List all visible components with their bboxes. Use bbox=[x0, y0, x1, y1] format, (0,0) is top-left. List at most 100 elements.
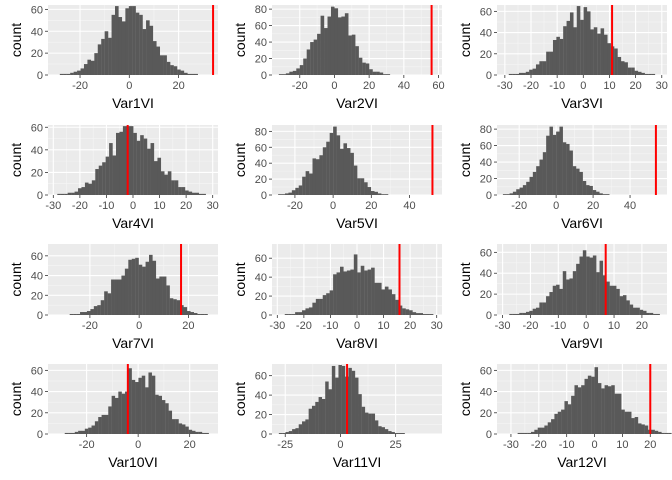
histogram-bar bbox=[64, 193, 68, 195]
histogram-bar bbox=[288, 314, 292, 315]
histogram-bar bbox=[609, 285, 614, 315]
histogram-bar bbox=[145, 387, 149, 434]
histogram-bar bbox=[532, 308, 537, 315]
histogram-bar bbox=[136, 140, 141, 195]
histogram-bar bbox=[597, 33, 601, 75]
histogram-bar bbox=[596, 272, 600, 315]
histogram-bar bbox=[76, 314, 81, 315]
histogram-bar bbox=[567, 404, 572, 434]
x-tick-label: -20 bbox=[82, 320, 98, 332]
histogram-panel-11: 0 20 40 60 -25 0 25 Var11VI count bbox=[232, 364, 442, 470]
y-axis-title: count bbox=[232, 382, 248, 416]
histogram-panel-1: 0 20 40 60 -20 0 20 Var1VI count bbox=[8, 4, 218, 111]
histogram-bar bbox=[282, 433, 286, 434]
histogram-bar bbox=[617, 56, 622, 75]
histogram-bar bbox=[278, 74, 283, 75]
histogram-bar bbox=[391, 432, 395, 434]
histogram-bar bbox=[566, 143, 570, 195]
x-tick-label: 0 bbox=[330, 200, 336, 212]
histogram-bar bbox=[81, 430, 85, 434]
histogram-bar bbox=[333, 126, 337, 195]
y-axis-title: count bbox=[232, 262, 248, 296]
histogram-bar bbox=[422, 314, 427, 315]
histogram-bar bbox=[569, 150, 573, 195]
y-tick-label: 20 bbox=[31, 408, 43, 420]
y-tick-label: 20 bbox=[31, 167, 43, 179]
histogram-bar bbox=[70, 72, 74, 75]
histogram-bar bbox=[409, 310, 413, 315]
histogram-bar bbox=[512, 73, 516, 75]
histogram-bar bbox=[204, 314, 208, 315]
histogram-bar bbox=[306, 49, 311, 75]
y-tick-label: 40 bbox=[480, 28, 492, 40]
histogram-bar bbox=[298, 312, 303, 315]
y-tick-label: 40 bbox=[31, 145, 43, 157]
histogram-bar bbox=[195, 192, 200, 195]
histogram-bar bbox=[156, 46, 161, 75]
x-tick-label: 20 bbox=[587, 200, 599, 212]
histogram-bar bbox=[315, 298, 320, 315]
histogram-bar bbox=[539, 159, 543, 195]
histogram-bar bbox=[381, 427, 385, 434]
histogram-bar bbox=[188, 191, 193, 195]
histogram-bar bbox=[322, 295, 327, 315]
histogram-bar bbox=[353, 254, 358, 315]
y-tick-label: 40 bbox=[480, 268, 492, 280]
histogram-bar bbox=[343, 271, 348, 315]
histogram-bar bbox=[589, 257, 594, 315]
histogram-bar bbox=[369, 69, 373, 75]
histogram-bar bbox=[139, 14, 143, 75]
x-tick-label: 10 bbox=[153, 200, 165, 212]
histogram-bar bbox=[198, 431, 203, 434]
histogram-bar bbox=[637, 71, 642, 75]
histogram-bar bbox=[173, 66, 178, 75]
histogram-bar bbox=[638, 423, 642, 434]
histogram-bar bbox=[576, 6, 581, 75]
y-tick-label: 40 bbox=[480, 157, 492, 169]
histogram-bar bbox=[391, 294, 396, 315]
y-tick-label: 40 bbox=[255, 158, 267, 170]
y-tick-label: 40 bbox=[480, 387, 492, 399]
x-tick-label: 0 bbox=[354, 320, 360, 332]
histogram-bar bbox=[563, 26, 567, 76]
histogram-bar bbox=[526, 181, 530, 195]
y-tick-label: 0 bbox=[486, 429, 492, 441]
x-tick-label: 20 bbox=[363, 80, 375, 92]
histogram-bar bbox=[167, 171, 172, 195]
histogram-bar bbox=[285, 432, 289, 434]
histogram-bar bbox=[115, 6, 119, 75]
y-tick-label: 60 bbox=[31, 365, 43, 377]
x-axis-title: Var11VI bbox=[333, 454, 382, 470]
histogram-bar bbox=[166, 285, 170, 315]
x-tick-label: 0 bbox=[130, 200, 136, 212]
histogram-bar bbox=[315, 159, 320, 195]
histogram-bar bbox=[302, 310, 306, 315]
histogram-bar bbox=[95, 169, 99, 195]
histogram-bar bbox=[135, 257, 139, 315]
x-tick-label: -10 bbox=[549, 80, 565, 92]
histogram-bar bbox=[619, 296, 624, 315]
histogram-bar bbox=[191, 430, 196, 434]
histogram-bar bbox=[145, 261, 150, 315]
histogram-bar bbox=[384, 286, 389, 315]
histogram-bar bbox=[178, 187, 182, 195]
histogram-panel-4: 0 20 40 60 -30 -20 -10 0 10 20 30 Var4VI count bbox=[8, 122, 219, 231]
histogram-bar bbox=[295, 312, 299, 315]
histogram-bar bbox=[88, 427, 92, 434]
histogram-bar bbox=[328, 389, 332, 434]
histogram-bar bbox=[384, 429, 389, 434]
histogram-bar bbox=[171, 419, 176, 434]
histogram-bar bbox=[552, 285, 557, 315]
histogram-bar bbox=[63, 73, 67, 75]
histogram-bar bbox=[160, 171, 165, 195]
histogram-bar bbox=[607, 386, 612, 434]
histogram-bar bbox=[135, 12, 140, 75]
histogram-bar bbox=[542, 61, 547, 75]
histogram-bar bbox=[556, 131, 560, 195]
histogram-bar bbox=[153, 161, 158, 195]
y-tick-label: 60 bbox=[255, 253, 267, 265]
histogram-bar bbox=[288, 192, 293, 195]
y-tick-label: 20 bbox=[255, 410, 267, 422]
histogram-bar bbox=[370, 191, 375, 195]
